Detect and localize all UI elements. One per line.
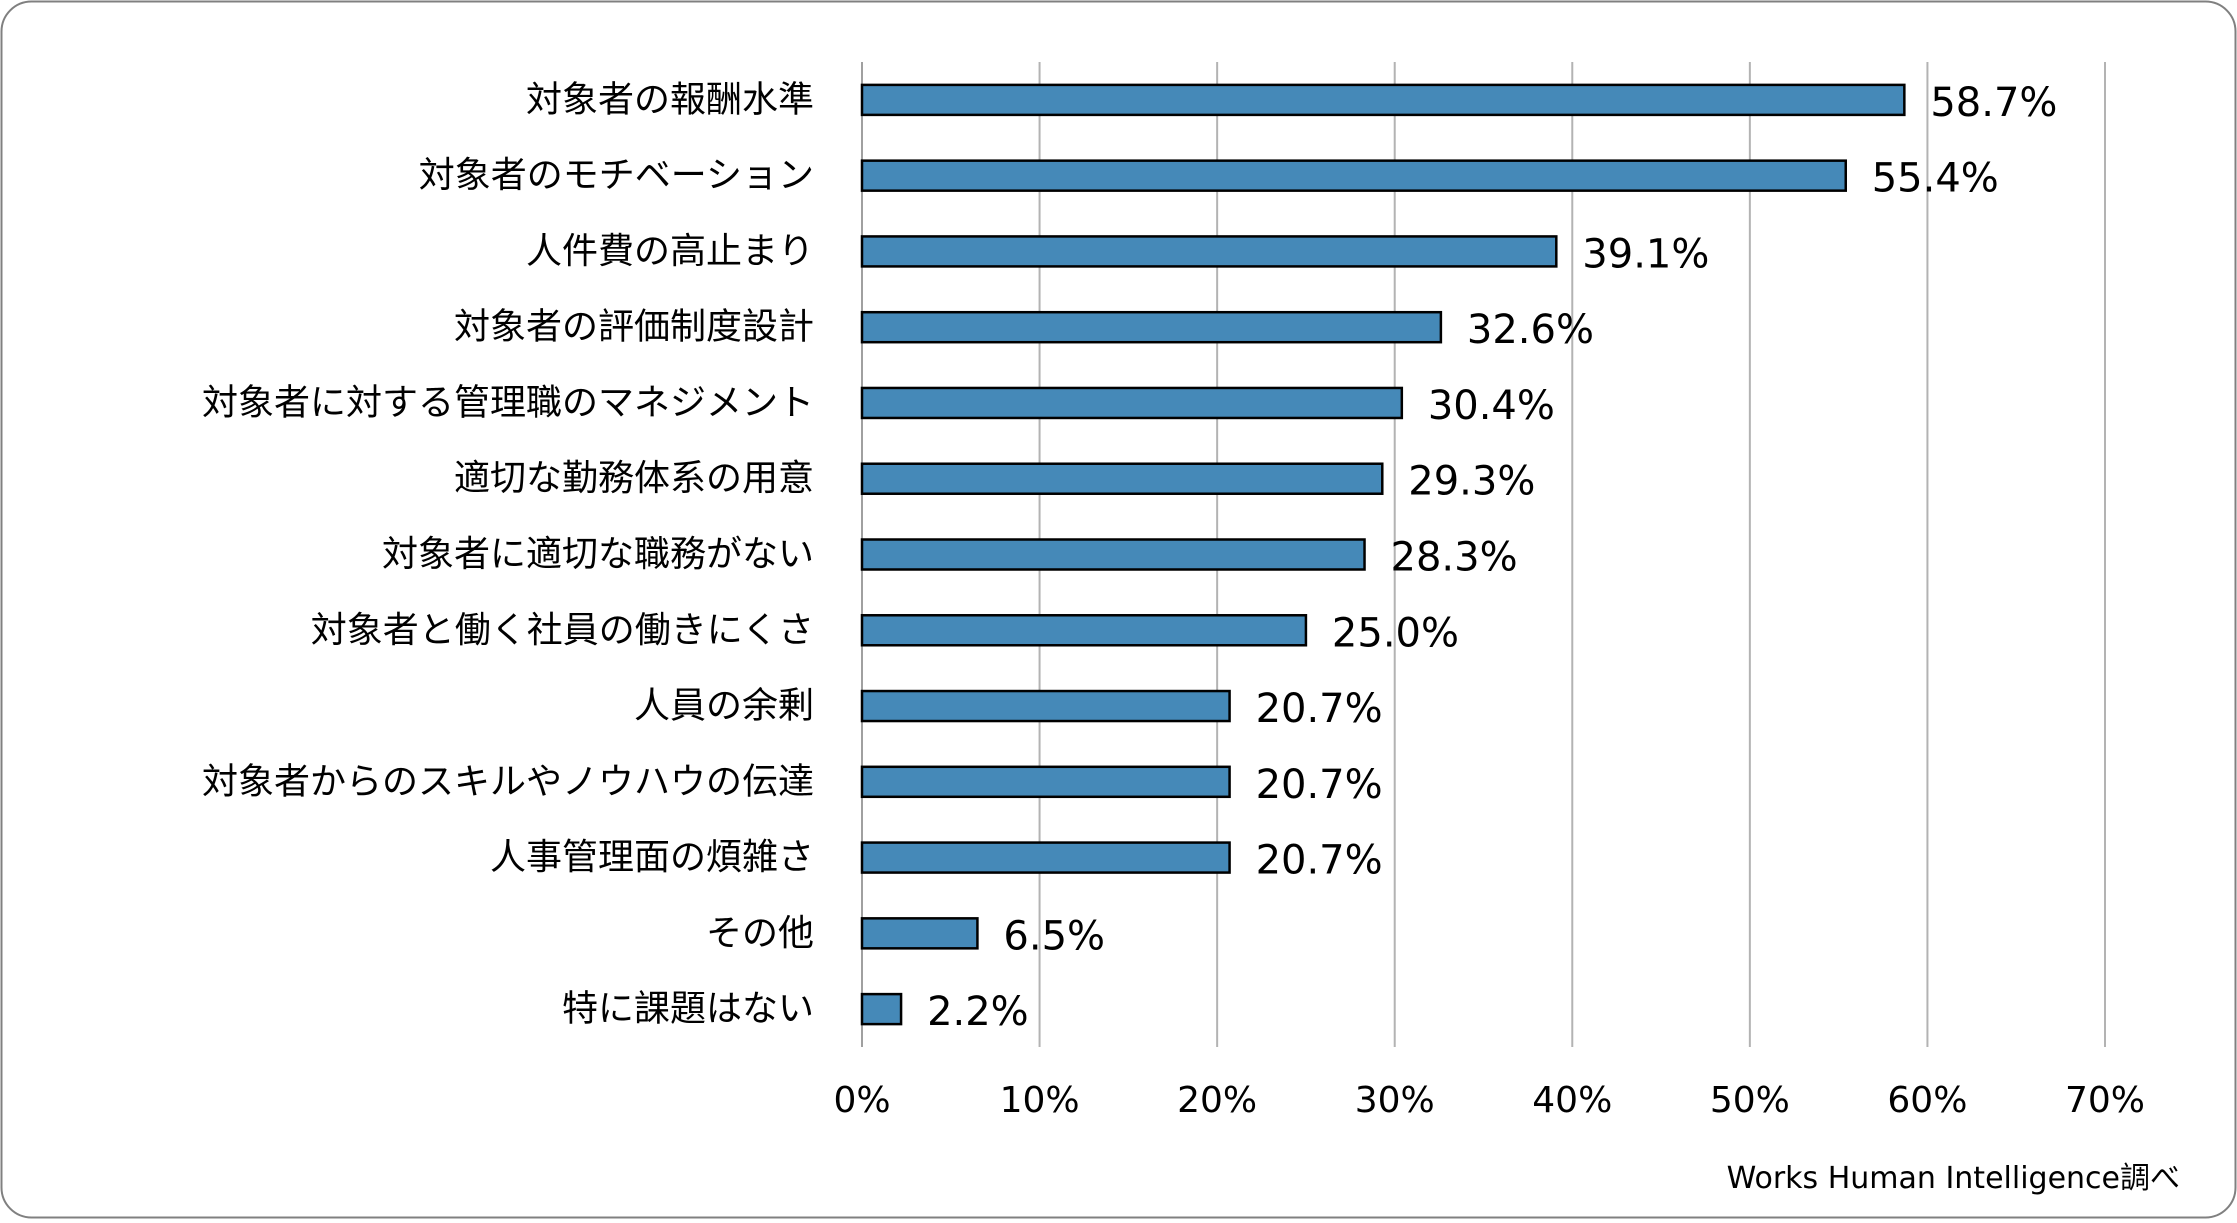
x-tick-label: 40% [1532, 1080, 1612, 1121]
value-label: 55.4% [1872, 156, 1999, 202]
category-label: 適切な勤務体系の用意 [454, 458, 814, 499]
value-label: 58.7% [1930, 80, 2057, 126]
category-label: 対象者のモチベーション [419, 155, 814, 196]
category-label: 対象者と働く社員の働きにくさ [311, 610, 814, 651]
category-label: 人事管理面の煩雑さ [490, 837, 814, 878]
x-tick-label: 70% [2065, 1080, 2145, 1121]
bars [860, 83, 1906, 1026]
bar [860, 386, 1404, 420]
x-tick-label: 20% [1177, 1080, 1257, 1121]
bar [860, 235, 1558, 268]
value-label: 20.7% [1256, 762, 1383, 808]
x-tick-label: 10% [1000, 1080, 1080, 1121]
value-label: 20.7% [1256, 838, 1383, 884]
x-tick-label: 50% [1710, 1080, 1790, 1121]
value-label: 29.3% [1408, 459, 1535, 505]
bar [860, 83, 1906, 117]
bar [860, 462, 1384, 495]
category-label: 対象者の報酬水準 [526, 79, 814, 120]
bar [860, 614, 1308, 647]
category-label: 対象者の評価制度設計 [454, 307, 814, 348]
category-label: 特に課題はない [562, 989, 814, 1030]
bar [860, 841, 1231, 874]
bar [860, 917, 979, 950]
bar [860, 689, 1231, 723]
labels: 0% 10% 20% 30% 40% 50% 60% 70% 対象者の報酬水準 58.7% 対象者の… [202, 79, 2145, 1121]
category-label: その他 [706, 913, 814, 954]
value-label: 39.1% [1582, 231, 1709, 277]
category-label: 対象者に対する管理職のマネジメント [202, 382, 814, 423]
category-label: 対象者に適切な職務がない [382, 534, 814, 575]
x-tick-label: 0% [833, 1080, 890, 1121]
x-tick-label: 60% [1887, 1080, 1967, 1121]
bar [860, 765, 1231, 799]
value-label: 28.3% [1391, 535, 1518, 581]
value-label: 6.5% [1003, 913, 1105, 959]
value-label: 2.2% [927, 989, 1029, 1035]
value-label: 25.0% [1332, 610, 1459, 656]
category-label: 人員の余剰 [634, 686, 814, 727]
bar [860, 992, 903, 1026]
bar [860, 159, 1847, 192]
bar [860, 538, 1366, 571]
category-label: 対象者からのスキルやノウハウの伝達 [202, 761, 814, 802]
source-note: Works Human Intelligence調べ [1727, 1161, 2180, 1196]
value-label: 30.4% [1428, 383, 1555, 429]
x-tick-label: 30% [1355, 1080, 1435, 1121]
category-label: 人件費の高止まり [526, 231, 814, 272]
value-label: 20.7% [1256, 686, 1383, 732]
value-label: 32.6% [1467, 307, 1594, 353]
bar [860, 310, 1443, 344]
